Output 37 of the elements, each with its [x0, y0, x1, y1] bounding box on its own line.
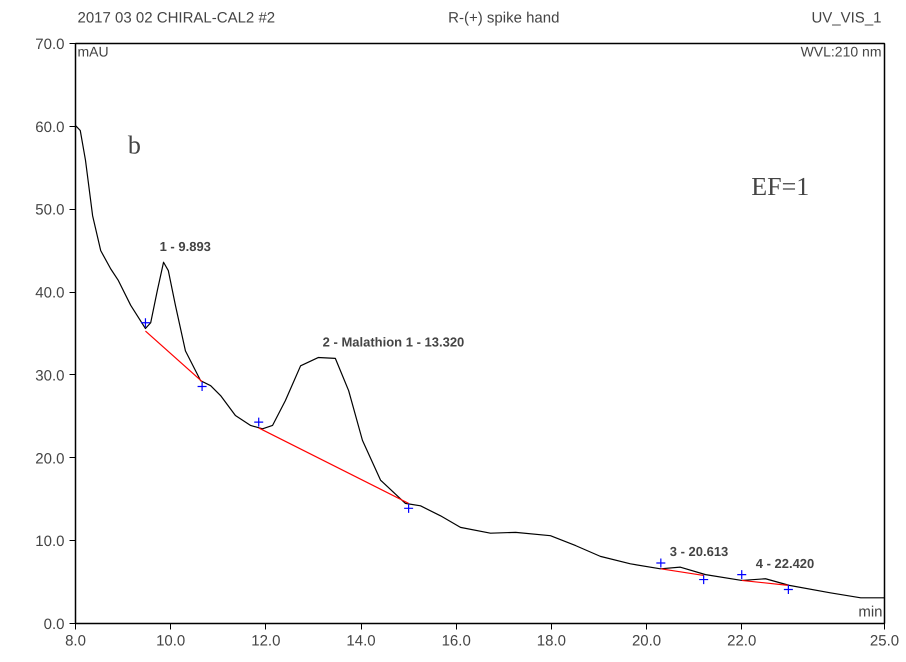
point — [656, 558, 666, 568]
y-tick-label: 0.0 — [44, 616, 65, 633]
x-tick-label: 20.0 — [632, 632, 662, 650]
point — [196, 381, 208, 392]
x-tick-label: 25.0 — [870, 632, 900, 650]
y-tick-label: 40.0 — [35, 284, 65, 302]
y-axis-title: mAU — [78, 44, 109, 60]
annotation: 1 - 9.893 — [160, 239, 211, 254]
annotation: EF=1 — [751, 172, 810, 201]
x-tick-label: 16.0 — [442, 632, 471, 650]
annotation: 2 - Malathion 1 - 13.320 — [322, 334, 464, 350]
x-tick-label: 14.0 — [346, 632, 376, 650]
text: UV_VIS_1 — [811, 10, 882, 26]
y-tick-label: 30.0 — [35, 367, 65, 384]
x-tick-label: 8.0 — [65, 632, 86, 650]
y-tick-label: 50.0 — [35, 202, 65, 219]
annotation: 4 - 22.420 — [756, 556, 814, 571]
annotation: b — [128, 130, 141, 160]
x-tick-label: 18.0 — [536, 632, 566, 650]
y-tick-label: 10.0 — [35, 533, 65, 550]
x-axis-title: min — [858, 604, 882, 620]
y-tick-label: 20.0 — [35, 450, 65, 468]
point — [698, 574, 709, 585]
y-tick-label: 60.0 — [35, 118, 65, 136]
text: 2017 03 02 CHIRAL-CAL2 #2 — [78, 10, 276, 26]
y-tick-label: 70.0 — [35, 36, 65, 53]
chart-title: R-(+) spike hand — [448, 10, 560, 26]
x-tick-label: 12.0 — [251, 632, 280, 650]
point — [404, 503, 414, 514]
point — [140, 318, 151, 328]
point — [736, 570, 747, 580]
x-tick-label: 10.0 — [156, 632, 186, 650]
annotation: 3 - 20.613 — [670, 544, 728, 560]
point — [254, 417, 264, 428]
point — [783, 584, 794, 595]
annotation: WVL:210 nm — [800, 44, 882, 60]
x-tick-label: 22.0 — [727, 632, 756, 650]
